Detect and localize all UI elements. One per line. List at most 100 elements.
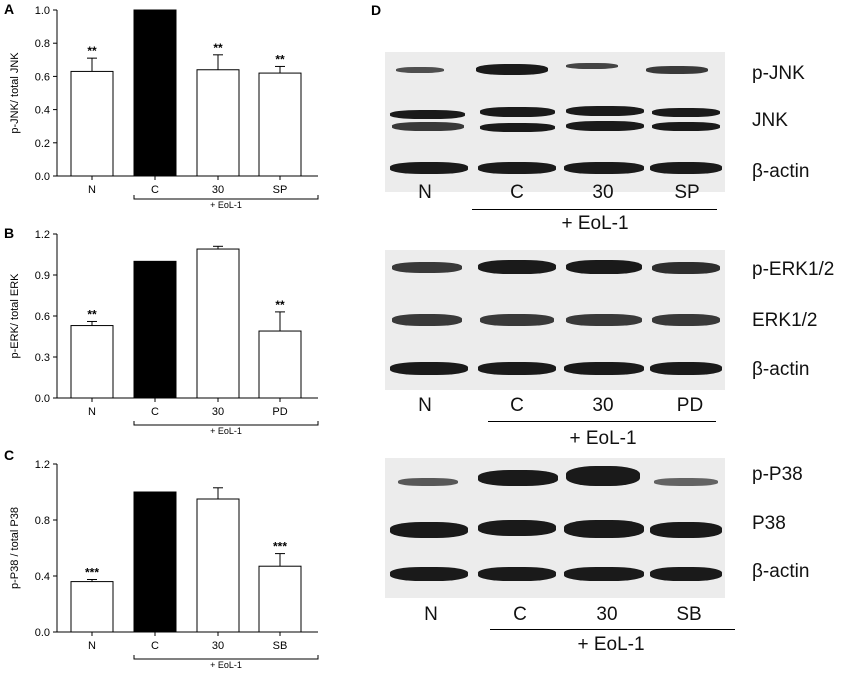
panel-c-significance-sb: *** <box>273 540 287 554</box>
treatment-label-1: + EoL-1 <box>561 213 629 234</box>
lane-label-30-3: 30 <box>596 604 618 625</box>
treatment-label-2: + EoL-1 <box>569 428 637 449</box>
panel-c-ytick-label: 0.8 <box>35 515 50 527</box>
band-jnk-upper-n <box>390 110 465 119</box>
panel-d-letter: D <box>371 2 382 18</box>
panel-c-group-label: + EoL-1 <box>210 660 242 670</box>
panel-c-xtick-label: SB <box>273 640 288 652</box>
panel-c-bar-30 <box>196 498 240 633</box>
lane-label-c-1: C <box>510 182 524 203</box>
panel-b-xtick-label: 30 <box>212 406 224 418</box>
panel-c-xtick-label: N <box>88 640 96 652</box>
panel-b-ytick-label: 0.6 <box>35 311 50 323</box>
band-perk-n <box>392 262 462 273</box>
panel-b-ytick-label: 0.9 <box>35 270 50 282</box>
panel-c-ylabel: p-P38 / total P38 <box>9 507 21 589</box>
treatment-bracket-1 <box>472 209 717 210</box>
marker-label-pp38: p-P38 <box>752 464 803 485</box>
panel-c-ytick-label: 0.4 <box>35 571 50 583</box>
bar-charts-abc: Ap-JNK/ total JNK 0.0 0.2 0.4 0.6 0.8 1.0 ** N C *… <box>4 1 319 670</box>
panel-a-bar-c <box>133 9 177 177</box>
band-jnk-lower-30 <box>566 121 644 131</box>
panel-b-ytick-label: 0.3 <box>35 352 50 364</box>
band-jnk-upper-c <box>480 107 555 117</box>
band-actin2-30 <box>564 362 644 375</box>
band-pp38-c <box>478 470 558 486</box>
marker-label-perk: p-ERK1/2 <box>752 259 835 280</box>
band-actin2-c <box>478 362 556 375</box>
panel-a-bar-n <box>70 70 114 177</box>
band-p38-n <box>390 522 468 538</box>
band-erk-30 <box>566 314 642 326</box>
panel-b-group-bracket <box>133 421 319 426</box>
band-pp38-sb <box>654 478 718 486</box>
band-pjnk-30 <box>566 63 618 69</box>
band-p38-c <box>478 520 556 536</box>
panel-c-xtick-label: C <box>151 640 159 652</box>
band-erk-n <box>392 314 462 326</box>
lane-label-sb-3: SB <box>676 604 702 625</box>
panel-a-group-label: + EoL-1 <box>210 200 242 210</box>
band-perk-pd <box>652 262 720 274</box>
band-pjnk-c <box>476 64 548 75</box>
band-pjnk-sp <box>646 66 708 74</box>
treatment-bracket-3 <box>490 629 735 630</box>
lane-label-sp-1: SP <box>674 182 700 203</box>
panel-a-significance-n: ** <box>87 44 97 58</box>
panel-a-significance-sp: ** <box>275 52 285 66</box>
lane-label-n-1: N <box>418 182 432 203</box>
panel-b-bar-pd <box>258 330 302 399</box>
band-actin3-30 <box>564 567 644 581</box>
panel-b-significance-pd: ** <box>275 298 285 312</box>
panel-a-xtick-label: C <box>151 184 159 196</box>
band-erk-c <box>480 314 554 326</box>
band-jnk-upper-30 <box>566 106 644 116</box>
marker-label-actin-3: β-actin <box>752 561 810 582</box>
lane-label-n-3: N <box>424 604 438 625</box>
panel-b-ylabel: p-ERK/ total ERK <box>9 273 21 359</box>
marker-label-erk: ERK1/2 <box>752 310 818 331</box>
panel-b-xtick-label: N <box>88 406 96 418</box>
panel-b-significance-n: ** <box>87 307 97 321</box>
panel-c-significance-n: *** <box>85 566 99 580</box>
panel-a-ytick-label: 0.4 <box>35 105 50 117</box>
panel-b-xtick-label: C <box>151 406 159 418</box>
panel-b-bar-30 <box>196 248 240 399</box>
panel-c-group-bracket <box>133 655 319 660</box>
panel-a-ytick-label: 0.0 <box>35 171 50 183</box>
band-jnk-lower-n <box>392 122 464 131</box>
panel-a-ylabel: p-JNK/ total JNK <box>9 52 21 134</box>
band-jnk-lower-sp <box>652 122 720 131</box>
band-pp38-n <box>398 478 458 486</box>
band-perk-30 <box>566 260 642 274</box>
panel-c-xtick-label: 30 <box>212 640 224 652</box>
band-actin1-n <box>390 162 468 174</box>
band-actin1-30 <box>564 162 644 174</box>
panel-b-ytick-label: 1.2 <box>35 229 50 241</box>
band-jnk-upper-sp <box>652 108 720 117</box>
band-actin2-n <box>390 362 468 375</box>
panel-c-bar-n <box>70 581 114 633</box>
panel-a-ytick-label: 1.0 <box>35 5 50 17</box>
treatment-label-3: + EoL-1 <box>577 634 645 655</box>
lane-label-pd-2: PD <box>676 395 704 416</box>
lane-label-30-2: 30 <box>592 395 614 416</box>
band-pp38-30 <box>566 466 640 486</box>
panel-c-bar-sb <box>258 565 302 633</box>
panel-b-bar-n <box>70 325 114 399</box>
panel-c-ytick-label: 1.2 <box>35 459 50 471</box>
band-actin3-sb <box>650 567 722 581</box>
panel-a-xtick-label: N <box>88 184 96 196</box>
panel-b-bar-c <box>133 260 177 399</box>
band-actin2-pd <box>650 362 722 375</box>
band-actin3-n <box>390 567 468 581</box>
marker-label-pjnk: p-JNK <box>752 63 805 84</box>
panel-a-ytick-label: 0.8 <box>35 38 50 50</box>
panel-b-letter: B <box>4 225 14 241</box>
panel-a-bar-sp <box>258 72 302 177</box>
band-p38-sb <box>650 522 722 538</box>
band-pjnk-n <box>396 67 444 73</box>
panel-a-ytick-label: 0.6 <box>35 71 50 83</box>
band-actin1-sp <box>650 162 722 174</box>
panel-a-group-bracket <box>133 195 319 200</box>
